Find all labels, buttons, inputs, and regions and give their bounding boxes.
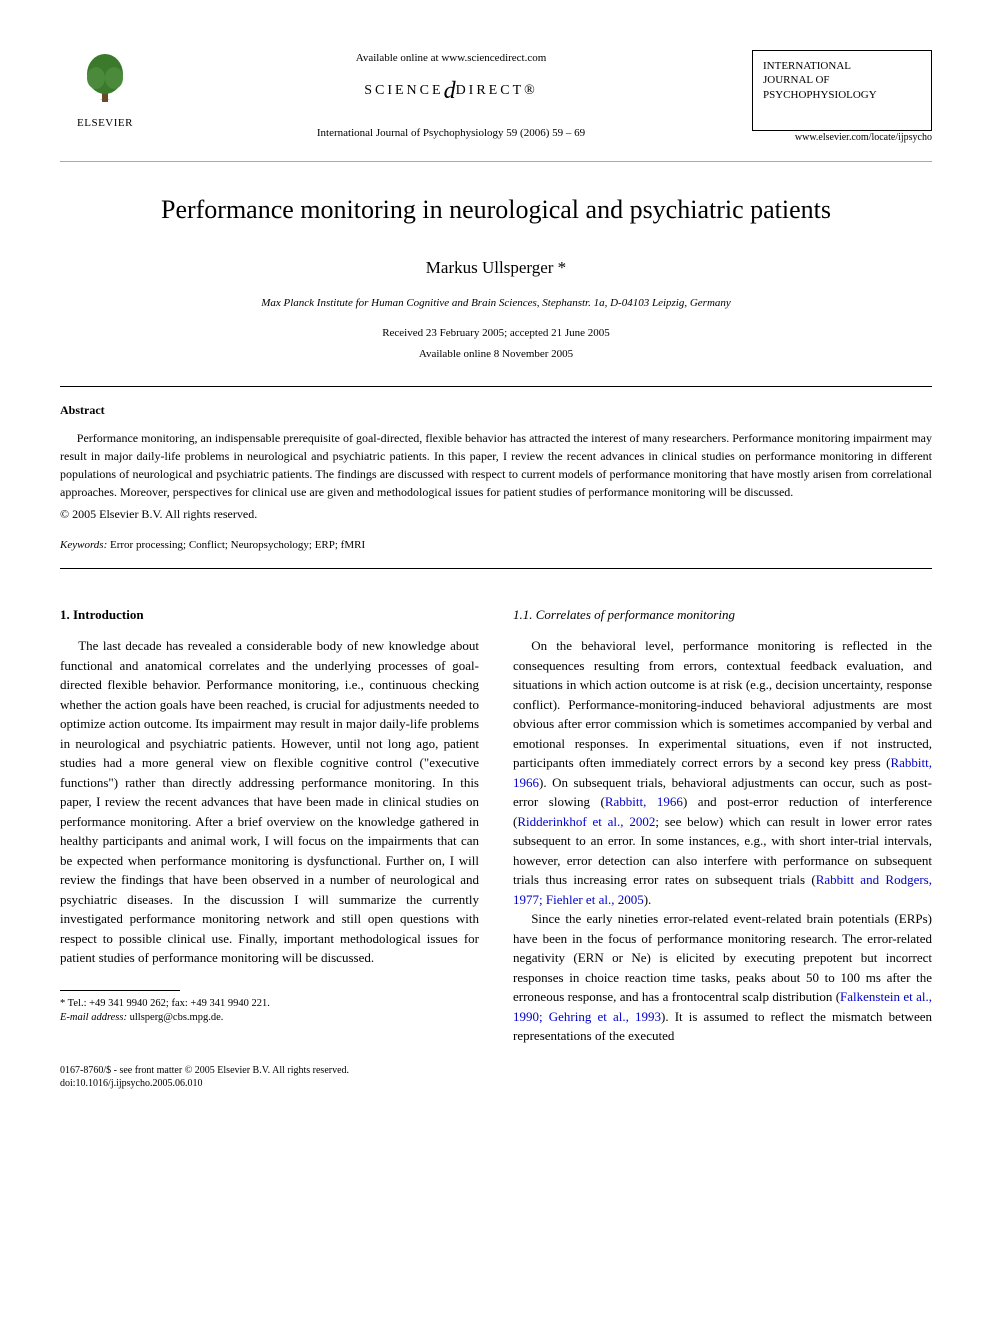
journal-box-line: JOURNAL OF bbox=[763, 73, 921, 87]
email-value: ullsperg@cbs.mpg.de. bbox=[127, 1012, 223, 1023]
left-column: 1. Introduction The last decade has reve… bbox=[60, 605, 479, 1046]
citation-link[interactable]: Ridderinkhof et al., 2002 bbox=[517, 814, 655, 829]
journal-title-box: INTERNATIONAL JOURNAL OF PSYCHOPHYSIOLOG… bbox=[752, 50, 932, 131]
publisher-name: ELSEVIER bbox=[60, 115, 150, 132]
journal-box-line: PSYCHOPHYSIOLOGY bbox=[763, 88, 921, 102]
sd-left: SCIENCE bbox=[364, 82, 443, 97]
online-date: Available online 8 November 2005 bbox=[60, 346, 932, 363]
doi-line: doi:10.1016/j.ijpsycho.2005.06.010 bbox=[60, 1077, 932, 1090]
body-columns: 1. Introduction The last decade has reve… bbox=[60, 605, 932, 1046]
journal-url: www.elsevier.com/locate/ijpsycho bbox=[795, 130, 932, 145]
footnote-rule bbox=[60, 990, 180, 991]
journal-reference: International Journal of Psychophysiolog… bbox=[170, 125, 732, 142]
right-column: 1.1. Correlates of performance monitorin… bbox=[513, 605, 932, 1046]
abstract-heading: Abstract bbox=[60, 401, 932, 419]
science-direct-logo: SCIENCEdDIRECT® bbox=[170, 73, 732, 109]
correspondence-footnote: * Tel.: +49 341 9940 262; fax: +49 341 9… bbox=[60, 997, 479, 1026]
text-run: On the behavioral level, performance mon… bbox=[513, 638, 932, 770]
journal-box-line: INTERNATIONAL bbox=[763, 59, 921, 73]
article-title: Performance monitoring in neurological a… bbox=[60, 190, 932, 229]
abstract-bottom-rule bbox=[60, 568, 932, 569]
keywords: Keywords: Error processing; Conflict; Ne… bbox=[60, 537, 932, 554]
body-paragraph: Since the early nineties error-related e… bbox=[513, 909, 932, 1046]
subsection-heading: 1.1. Correlates of performance monitorin… bbox=[513, 605, 932, 625]
body-paragraph: The last decade has revealed a considera… bbox=[60, 636, 479, 968]
affiliation: Max Planck Institute for Human Cognitive… bbox=[60, 295, 932, 312]
keywords-text: Error processing; Conflict; Neuropsychol… bbox=[107, 539, 365, 551]
publisher-logo: ELSEVIER bbox=[60, 50, 150, 131]
abstract-text: Performance monitoring, an indispensable… bbox=[60, 429, 932, 501]
elsevier-tree-icon bbox=[80, 50, 130, 105]
header-center: Available online at www.sciencedirect.co… bbox=[150, 50, 752, 141]
footer-meta: 0167-8760/$ - see front matter © 2005 El… bbox=[60, 1064, 932, 1090]
footnote-email: E-mail address: ullsperg@cbs.mpg.de. bbox=[60, 1011, 479, 1026]
footnote-tel: * Tel.: +49 341 9940 262; fax: +49 341 9… bbox=[60, 997, 479, 1012]
header-rule bbox=[60, 161, 932, 162]
text-run: ). bbox=[644, 892, 652, 907]
body-paragraph: On the behavioral level, performance mon… bbox=[513, 636, 932, 909]
available-online-text: Available online at www.sciencedirect.co… bbox=[170, 50, 732, 67]
keywords-label: Keywords: bbox=[60, 539, 107, 551]
author-name: Markus Ullsperger * bbox=[60, 255, 932, 281]
sd-right: DIRECT® bbox=[456, 82, 538, 97]
sd-at-icon: d bbox=[444, 78, 456, 104]
section-heading: 1. Introduction bbox=[60, 605, 479, 625]
issn-line: 0167-8760/$ - see front matter © 2005 El… bbox=[60, 1064, 932, 1077]
abstract-top-rule bbox=[60, 386, 932, 387]
page-header: ELSEVIER Available online at www.science… bbox=[60, 50, 932, 141]
citation-link[interactable]: Rabbitt, 1966 bbox=[605, 794, 683, 809]
abstract-copyright: © 2005 Elsevier B.V. All rights reserved… bbox=[60, 505, 932, 523]
received-dates: Received 23 February 2005; accepted 21 J… bbox=[60, 325, 932, 342]
journal-box-wrap: INTERNATIONAL JOURNAL OF PSYCHOPHYSIOLOG… bbox=[752, 50, 932, 131]
email-label: E-mail address: bbox=[60, 1012, 127, 1023]
